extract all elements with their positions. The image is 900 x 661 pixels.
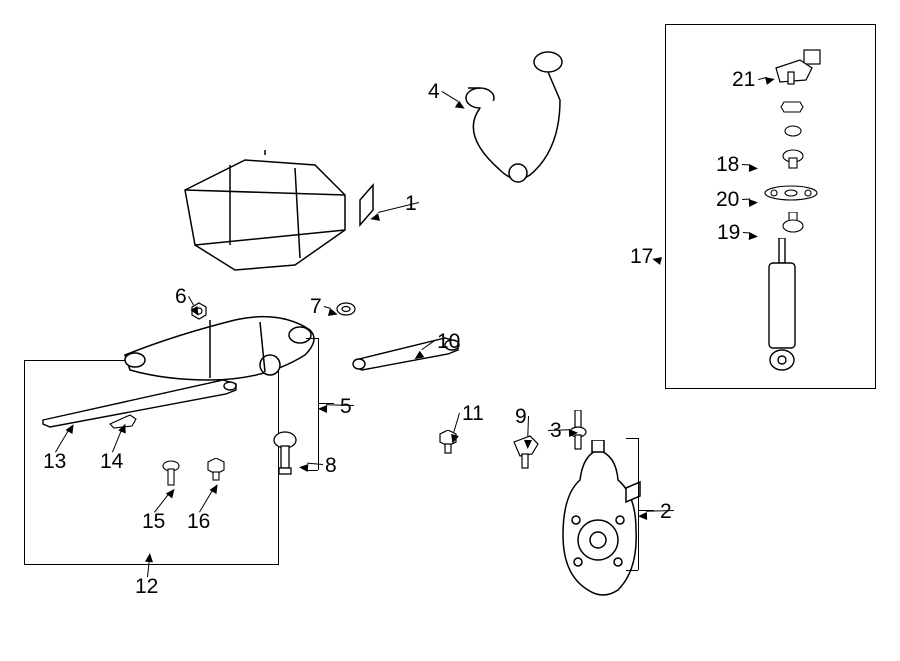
callout-label-15: 15 xyxy=(142,510,165,534)
part-plate-20 xyxy=(764,184,819,202)
callout-label-12: 12 xyxy=(135,575,158,599)
callout-9-arrowhead xyxy=(524,440,532,449)
part-insulator-18 xyxy=(782,148,804,170)
part-shock-absorber xyxy=(755,238,810,378)
callout-label-2: 2 xyxy=(660,500,672,524)
callout-label-9: 9 xyxy=(515,405,527,429)
callout-label-3: 3 xyxy=(550,419,562,443)
callout-1-arrowhead xyxy=(369,213,380,223)
part-upper-mount xyxy=(770,48,825,88)
callout-2-arrowhead xyxy=(638,512,647,520)
part-steering-knuckle xyxy=(548,440,648,610)
callout-label-10: 10 xyxy=(437,330,460,354)
callout-19-arrowhead xyxy=(749,232,759,241)
callout-20-arrowhead xyxy=(749,198,758,207)
part-spacer-top xyxy=(784,125,802,137)
callout-8-arrowhead xyxy=(299,463,309,472)
part-adj-nut-16 xyxy=(206,458,226,482)
bracket-2 xyxy=(638,438,639,570)
callout-12-arrowhead xyxy=(145,553,154,563)
diagram-container: { "diagram": { "type": "exploded-parts-d… xyxy=(0,0,900,661)
bracket-5-top xyxy=(306,338,318,339)
bracket-2-bot xyxy=(626,570,638,571)
part-upper-control-arm xyxy=(420,40,580,190)
callout-8-line xyxy=(307,463,323,465)
part-grommet-7 xyxy=(336,302,356,316)
callout-label-6: 6 xyxy=(175,285,187,309)
callout-label-5: 5 xyxy=(340,395,352,419)
callout-label-16: 16 xyxy=(187,510,210,534)
part-tie-rod-end xyxy=(510,432,542,472)
part-lower-ball-joint xyxy=(271,430,299,476)
callout-5-arrowhead xyxy=(318,405,327,413)
callout-label-17: 17 xyxy=(630,245,653,269)
callout-label-8: 8 xyxy=(325,454,337,478)
bracket-2-top xyxy=(626,438,638,439)
callout-label-7: 7 xyxy=(310,295,322,319)
part-insulator-19 xyxy=(782,212,804,234)
callout-label-20: 20 xyxy=(716,188,739,212)
callout-3-arrowhead xyxy=(569,429,578,437)
callout-label-4: 4 xyxy=(428,80,440,104)
callout-label-19: 19 xyxy=(717,221,740,245)
callout-label-18: 18 xyxy=(716,153,739,177)
callout-label-14: 14 xyxy=(100,450,123,474)
callout-label-21: 21 xyxy=(732,68,755,92)
callout-label-11: 11 xyxy=(462,402,484,426)
callout-label-13: 13 xyxy=(43,450,66,474)
part-nut-top xyxy=(780,100,804,114)
part-crossmember xyxy=(175,150,375,280)
callout-18-arrowhead xyxy=(749,164,758,173)
part-adj-bolt-15 xyxy=(160,460,182,488)
